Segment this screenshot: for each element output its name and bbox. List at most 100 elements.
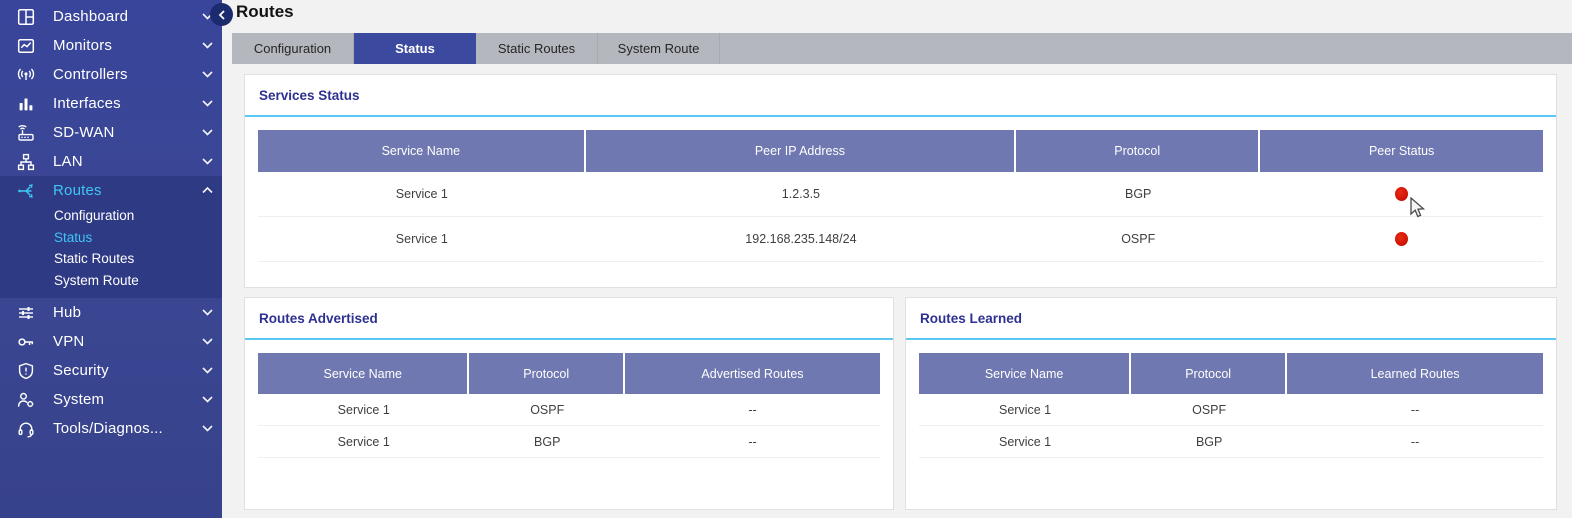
section-title-routes-advertised: Routes Advertised (245, 298, 893, 340)
table-header-row: Service Name Peer IP Address Protocol Pe… (258, 130, 1543, 172)
sidebar-subitem-system-route[interactable]: System Route (54, 272, 139, 288)
sidebar-item-label: Interfaces (53, 95, 121, 112)
sidebar-item-label: Security (53, 362, 109, 379)
cell-protocol: BGP (534, 434, 561, 449)
system-icon (15, 390, 37, 409)
column-header-service-name: Service Name (258, 130, 586, 172)
controllers-icon (15, 65, 37, 84)
sidebar-item-system[interactable]: System (0, 385, 222, 414)
column-header-learned-routes: Learned Routes (1287, 353, 1543, 394)
table-row: Service 1 BGP -- (258, 426, 880, 458)
sidebar-item-label: Dashboard (53, 8, 129, 25)
tab-system-route[interactable]: System Route (598, 33, 720, 64)
column-header-service-name: Service Name (919, 353, 1132, 394)
hub-icon (15, 303, 37, 322)
column-header-peer-status: Peer Status (1260, 130, 1543, 172)
tab-static-routes[interactable]: Static Routes (476, 33, 598, 64)
sidebar-collapse-button[interactable] (210, 3, 233, 26)
cell-peer-status (1260, 217, 1543, 261)
sidebar-item-monitors[interactable]: Monitors (0, 31, 222, 60)
cell-service-name: Service 1 (999, 402, 1052, 417)
page-title: Routes (236, 2, 294, 21)
sidebar-item-controllers[interactable]: Controllers (0, 60, 222, 89)
chevron-up-icon (200, 187, 214, 194)
table-row: Service 1 1.2.3.5 BGP (258, 172, 1543, 217)
routes-icon (15, 181, 37, 200)
sidebar: Dashboard Monitors Controllers Interface… (0, 0, 222, 518)
sidebar-item-tools-diagnostics[interactable]: Tools/Diagnos... (0, 414, 222, 443)
column-header-protocol: Protocol (1131, 353, 1288, 394)
sidebar-item-interfaces[interactable]: Interfaces (0, 89, 222, 118)
column-header-service-name: Service Name (258, 353, 470, 394)
services-status-table: Service Name Peer IP Address Protocol Pe… (258, 130, 1543, 262)
cell-protocol: OSPF (1192, 402, 1227, 417)
sidebar-item-sdwan[interactable]: SD-WAN (0, 118, 222, 147)
monitors-icon (15, 36, 37, 55)
column-header-protocol: Protocol (469, 353, 625, 394)
cell-service-name: Service 1 (395, 232, 448, 246)
sidebar-subitem-configuration[interactable]: Configuration (54, 208, 135, 224)
sidebar-item-vpn[interactable]: VPN (0, 327, 222, 356)
cell-service-name: Service 1 (337, 402, 390, 417)
main-content: Routes Configuration Status Static Route… (210, 0, 1572, 518)
column-header-peer-ip: Peer IP Address (585, 130, 1017, 172)
cell-service-name: Service 1 (337, 434, 390, 449)
section-title-services-status: Services Status (245, 75, 1556, 117)
chevron-down-icon (200, 100, 214, 107)
section-title-routes-learned: Routes Learned (906, 298, 1556, 340)
sidebar-item-label: LAN (53, 153, 83, 170)
cell-learned-routes: -- (1410, 434, 1420, 449)
chevron-down-icon (200, 309, 214, 316)
chevron-down-icon (200, 158, 214, 165)
peer-status-dot (1395, 232, 1409, 246)
routes-advertised-panel: Routes Advertised Service Name Protocol … (244, 297, 894, 510)
tab-bar: Configuration Status Static Routes Syste… (232, 33, 1572, 64)
interfaces-icon (15, 94, 37, 113)
dashboard-icon (15, 7, 37, 26)
sidebar-item-label: Monitors (53, 37, 113, 54)
column-header-advertised-routes: Advertised Routes (624, 353, 880, 394)
cell-peer-ip: 192.168.235.148/24 (745, 232, 857, 246)
services-status-panel: Services Status Service Name Peer IP Add… (244, 74, 1557, 288)
sidebar-group-routes: Routes Configuration Status Static Route… (0, 176, 222, 298)
sidebar-item-lan[interactable]: LAN (0, 147, 222, 176)
sidebar-item-label: System (53, 391, 105, 408)
sidebar-subitem-static-routes[interactable]: Static Routes (54, 251, 135, 267)
sidebar-item-label: Hub (53, 304, 82, 321)
cell-protocol: OSPF (530, 402, 565, 417)
sidebar-item-label: Controllers (53, 66, 128, 83)
cell-advertised-routes: -- (748, 402, 757, 417)
security-icon (15, 361, 37, 380)
table-header-row: Service Name Protocol Advertised Routes (258, 353, 880, 394)
vpn-icon (15, 332, 37, 351)
cell-service-name: Service 1 (395, 187, 448, 201)
table-header-row: Service Name Protocol Learned Routes (919, 353, 1543, 394)
cell-peer-status (1260, 172, 1543, 216)
tab-configuration[interactable]: Configuration (232, 33, 354, 64)
routes-advertised-table: Service Name Protocol Advertised Routes … (258, 353, 880, 458)
chevron-down-icon (200, 71, 214, 78)
sidebar-item-routes[interactable]: Routes (0, 176, 222, 205)
routes-learned-table: Service Name Protocol Learned Routes Ser… (919, 353, 1543, 458)
sdwan-icon (15, 123, 37, 142)
chevron-down-icon (200, 367, 214, 374)
sidebar-item-label: SD-WAN (53, 124, 115, 141)
lan-icon (15, 152, 37, 171)
tab-status[interactable]: Status (354, 33, 476, 64)
cell-learned-routes: -- (1410, 402, 1420, 417)
column-header-protocol: Protocol (1016, 130, 1261, 172)
table-row: Service 1 192.168.235.148/24 OSPF (258, 217, 1543, 262)
sidebar-item-hub[interactable]: Hub (0, 298, 222, 327)
sidebar-item-dashboard[interactable]: Dashboard (0, 2, 222, 31)
peer-status-dot (1395, 187, 1409, 201)
table-row: Service 1 OSPF -- (919, 394, 1543, 426)
cell-protocol: BGP (1195, 434, 1223, 449)
sidebar-item-security[interactable]: Security (0, 356, 222, 385)
chevron-left-icon (218, 9, 226, 20)
cell-service-name: Service 1 (999, 434, 1052, 449)
table-row: Service 1 BGP -- (919, 426, 1543, 458)
cell-protocol: OSPF (1121, 232, 1156, 246)
table-row: Service 1 OSPF -- (258, 394, 880, 426)
sidebar-subitem-status[interactable]: Status (54, 229, 93, 245)
